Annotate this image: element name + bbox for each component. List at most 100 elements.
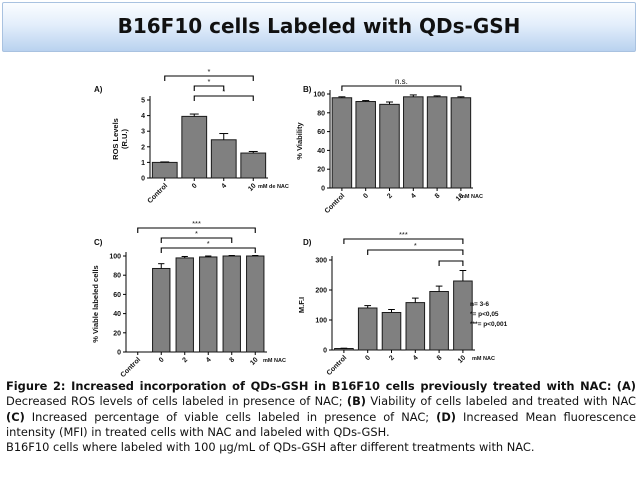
significance-label-a: *	[208, 67, 211, 76]
caption-a-text: Decreased ROS levels of cells labeled in…	[6, 394, 343, 409]
x-tick-label-c: 0	[158, 356, 166, 364]
bar-c	[152, 267, 171, 353]
x-tick-label-c: Control	[120, 356, 143, 379]
y-axis-title-d: M.F.I	[297, 297, 306, 313]
x-tick-label-c: 2	[181, 356, 189, 364]
y-tick-label-b: 60	[317, 129, 325, 136]
caption-c-label: (C)	[6, 409, 25, 424]
bar-b	[331, 97, 353, 189]
significance-bracket-c	[160, 237, 233, 243]
x-tick-label-d: 4	[412, 354, 420, 362]
x-axis-unit-label-b: mM NAC	[460, 194, 483, 200]
bar-a	[240, 152, 267, 179]
significance-label-d: *	[414, 241, 417, 250]
significance-bracket-c	[137, 227, 256, 233]
significance-label-b: n.s.	[395, 77, 408, 86]
panel-label-d: D)	[303, 238, 312, 247]
bar-c	[222, 255, 241, 353]
x-tick-label-c: 8	[228, 356, 236, 364]
significance-label-c: *	[207, 239, 210, 248]
y-tick-label-d: 0	[323, 348, 327, 355]
x-tick-label-d: 2	[388, 354, 396, 362]
panel-label-b: B)	[303, 85, 312, 94]
bar-a	[151, 161, 178, 179]
figure-caption: Figure 2: Increased incorporation of QDs…	[6, 379, 636, 455]
significance-bracket-d	[438, 260, 464, 266]
y-tick-label-a: 2	[141, 144, 145, 151]
y-tick-label-c: 0	[117, 350, 121, 357]
bar-d	[429, 291, 449, 351]
significance-label-a: *	[222, 87, 225, 96]
caption-a-label: (A)	[616, 379, 636, 393]
bar-a	[181, 115, 208, 179]
bar-c	[246, 255, 265, 353]
significance-label-c: ***	[192, 219, 201, 228]
y-axis-title-a: ROS Levels	[111, 118, 120, 160]
y-tick-label-a: 3	[141, 129, 145, 136]
y-tick-label-b: 80	[317, 110, 325, 117]
x-tick-label-b: 0	[362, 192, 370, 200]
page-title: B16F10 cells Labeled with QDs-GSH	[117, 14, 521, 38]
significance-bracket-d	[367, 249, 464, 255]
x-tick-label-d: 10	[457, 354, 468, 365]
stats-annotation-d: ***= p<0,001	[470, 321, 508, 328]
bar-b	[426, 96, 448, 189]
x-tick-label-b: 8	[434, 192, 442, 200]
caption-note: B16F10 cells where labeled with 100 µg/m…	[6, 440, 535, 455]
bar-b	[379, 103, 400, 189]
y-tick-label-d: 200	[315, 288, 327, 295]
y-tick-label-b: 20	[317, 167, 325, 174]
x-tick-label-c: 4	[205, 356, 213, 364]
x-tick-label-b: 10	[455, 192, 466, 203]
y-axis-title-b: % Viability	[295, 121, 304, 159]
x-tick-label-b: 2	[386, 192, 394, 200]
y-tick-label-d: 100	[315, 318, 327, 325]
y-tick-label-a: 0	[141, 176, 145, 183]
x-tick-label-a: Control	[147, 182, 170, 205]
significance-label-a: *	[208, 77, 211, 86]
title-banner: B16F10 cells Labeled with QDs-GSH	[2, 2, 636, 52]
bar-d	[381, 312, 402, 351]
y-tick-label-b: 0	[321, 186, 325, 193]
x-tick-label-d: 0	[364, 354, 372, 362]
y-tick-label-a: 1	[141, 160, 145, 167]
caption-figure-label: Figure 2: Increased incorporation of QDs…	[6, 379, 612, 393]
bar-b	[450, 97, 472, 189]
panel-label-c: C)	[94, 238, 103, 247]
x-tick-label-a: 10	[247, 182, 258, 193]
y-tick-label-a: 4	[141, 113, 145, 120]
bar-c	[199, 256, 218, 353]
bar-a	[210, 139, 237, 179]
caption-b-label: (B)	[346, 394, 367, 409]
bar-c	[175, 257, 194, 353]
panel-label-a: A)	[94, 85, 103, 94]
y-tick-label-d: 300	[315, 258, 327, 265]
y-tick-label-c: 40	[113, 311, 121, 318]
caption-d-text: Increased Mean fluorescence intensity (M…	[6, 409, 636, 439]
y-axis-title-a: (R.U.)	[120, 129, 129, 149]
y-tick-label-c: 80	[113, 273, 121, 280]
x-axis-unit-label-d: mM NAC	[472, 356, 495, 362]
significance-bracket-d	[343, 238, 464, 244]
significance-label-c: *	[195, 229, 198, 238]
bar-b	[355, 101, 376, 189]
bar-b	[403, 96, 424, 189]
x-tick-label-d: 8	[436, 354, 444, 362]
bar-d	[334, 348, 354, 351]
caption-c-text: Increased percentage of viable cells lab…	[31, 409, 430, 424]
bar-d	[357, 307, 378, 351]
y-tick-label-c: 20	[113, 330, 121, 337]
y-tick-label-c: 60	[113, 292, 121, 299]
y-axis-title-c: % Viable labeled cells	[91, 265, 100, 342]
x-tick-label-c: 10	[249, 356, 260, 367]
significance-label-d: ***	[399, 230, 408, 239]
y-tick-label-c: 100	[109, 254, 121, 261]
x-tick-label-a: 0	[191, 182, 199, 190]
x-tick-label-d: Control	[326, 354, 349, 377]
y-tick-label-b: 40	[317, 148, 325, 155]
stats-annotation-d: n= 3-6	[470, 301, 489, 308]
x-tick-label-a: 4	[220, 182, 228, 190]
